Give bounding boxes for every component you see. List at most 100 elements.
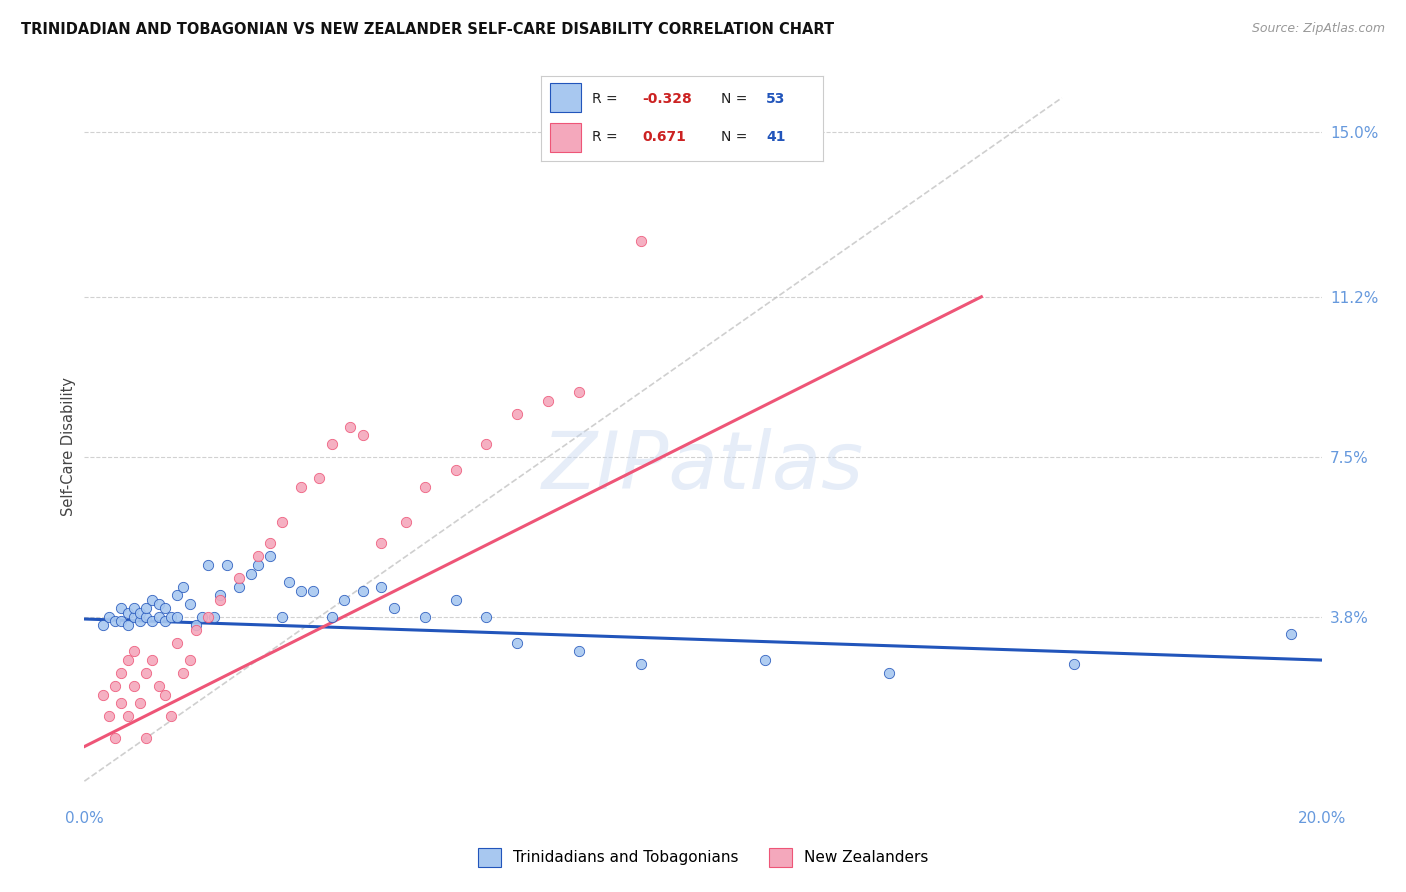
Point xyxy=(129,614,152,628)
Point xyxy=(246,549,269,564)
Text: 0.671: 0.671 xyxy=(643,130,686,144)
Point xyxy=(172,666,194,681)
Point xyxy=(754,653,776,667)
Text: R =: R = xyxy=(592,92,621,105)
Point xyxy=(135,601,157,615)
Point xyxy=(271,515,294,529)
Text: 41: 41 xyxy=(766,130,786,144)
Point xyxy=(179,653,201,667)
Point xyxy=(166,610,188,624)
Point xyxy=(259,536,281,550)
Text: ZIPatlas: ZIPatlas xyxy=(541,428,865,507)
Point xyxy=(148,597,170,611)
Point xyxy=(506,636,529,650)
Text: N =: N = xyxy=(721,92,752,105)
Point xyxy=(413,610,436,624)
Point xyxy=(122,679,145,693)
Point xyxy=(122,601,145,615)
Bar xyxy=(550,123,581,152)
Text: 53: 53 xyxy=(766,92,786,105)
Bar xyxy=(550,84,581,112)
Point xyxy=(122,610,145,624)
Point xyxy=(630,657,652,672)
Point xyxy=(153,614,176,628)
Point xyxy=(370,536,392,550)
Point xyxy=(129,696,152,710)
Point xyxy=(382,601,405,615)
Point xyxy=(339,419,361,434)
Point xyxy=(184,618,207,632)
Point xyxy=(308,471,330,485)
Point xyxy=(395,515,418,529)
Point xyxy=(135,731,157,745)
Point xyxy=(1063,657,1085,672)
Point xyxy=(122,644,145,658)
Point xyxy=(135,666,157,681)
Point xyxy=(91,618,114,632)
Point xyxy=(259,549,281,564)
Point xyxy=(444,592,467,607)
Point xyxy=(153,688,176,702)
Point xyxy=(141,653,163,667)
Point xyxy=(191,610,214,624)
Point xyxy=(290,480,312,494)
Point xyxy=(877,666,900,681)
Point xyxy=(98,610,121,624)
Point xyxy=(166,636,188,650)
Point xyxy=(104,679,127,693)
Point xyxy=(271,610,294,624)
Point xyxy=(117,618,139,632)
Point xyxy=(209,592,232,607)
Y-axis label: Self-Care Disability: Self-Care Disability xyxy=(60,376,76,516)
Point xyxy=(91,688,114,702)
Point xyxy=(197,558,219,572)
Point xyxy=(110,666,132,681)
Point xyxy=(321,437,343,451)
Text: N =: N = xyxy=(721,130,752,144)
Point xyxy=(246,558,269,572)
Text: TRINIDADIAN AND TOBAGONIAN VS NEW ZEALANDER SELF-CARE DISABILITY CORRELATION CHA: TRINIDADIAN AND TOBAGONIAN VS NEW ZEALAN… xyxy=(21,22,834,37)
Point xyxy=(141,614,163,628)
Point xyxy=(215,558,238,572)
Legend: Trinidadians and Tobagonians, New Zealanders: Trinidadians and Tobagonians, New Zealan… xyxy=(478,848,928,866)
Point xyxy=(321,610,343,624)
Point xyxy=(135,610,157,624)
Point xyxy=(506,407,529,421)
Point xyxy=(153,601,176,615)
Point xyxy=(166,588,188,602)
Text: -0.328: -0.328 xyxy=(643,92,692,105)
Point xyxy=(277,575,299,590)
Point xyxy=(1279,627,1302,641)
Point xyxy=(117,709,139,723)
Text: Source: ZipAtlas.com: Source: ZipAtlas.com xyxy=(1251,22,1385,36)
Point xyxy=(98,709,121,723)
Point xyxy=(352,428,374,442)
Point xyxy=(110,601,132,615)
Point xyxy=(160,610,183,624)
Point xyxy=(475,610,498,624)
Point xyxy=(290,583,312,598)
Point xyxy=(148,610,170,624)
Point xyxy=(333,592,356,607)
Point xyxy=(110,614,132,628)
Point xyxy=(352,583,374,598)
Point xyxy=(370,580,392,594)
Point xyxy=(568,384,591,399)
Point xyxy=(240,566,263,581)
Point xyxy=(568,644,591,658)
Point xyxy=(184,623,207,637)
Point xyxy=(110,696,132,710)
Point xyxy=(141,592,163,607)
Point xyxy=(172,580,194,594)
Point xyxy=(630,234,652,248)
Point xyxy=(228,571,250,585)
Text: R =: R = xyxy=(592,130,621,144)
Point xyxy=(413,480,436,494)
Point xyxy=(179,597,201,611)
Point xyxy=(209,588,232,602)
Point xyxy=(117,653,139,667)
Point xyxy=(117,606,139,620)
Point xyxy=(444,463,467,477)
Point xyxy=(537,393,560,408)
Point xyxy=(104,731,127,745)
